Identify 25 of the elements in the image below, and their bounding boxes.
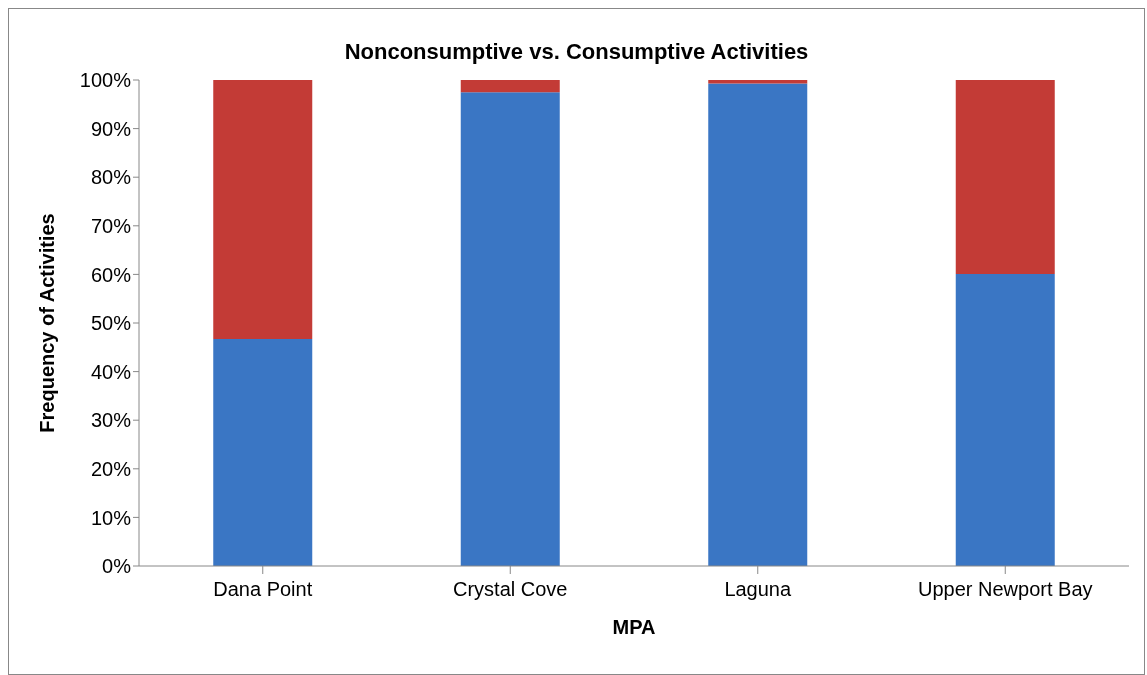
bar xyxy=(460,80,560,93)
x-tick-label: Dana Point xyxy=(213,578,313,601)
y-tick-label: 50% xyxy=(90,312,132,335)
bar xyxy=(955,80,1055,274)
y-tick-label: 90% xyxy=(90,117,132,140)
x-tick-label: Crystal Cove xyxy=(453,578,568,601)
bar xyxy=(708,83,808,566)
bar xyxy=(460,92,560,566)
x-tick-label: Upper Newport Bay xyxy=(917,578,1093,601)
y-tick-label: 70% xyxy=(90,214,132,237)
x-axis-title: MPA xyxy=(612,616,656,638)
y-tick-label: 30% xyxy=(90,409,132,432)
bar xyxy=(955,273,1055,566)
y-axis-title: Frequency of Activities xyxy=(36,213,59,433)
bar xyxy=(213,80,313,340)
y-tick-label: 0% xyxy=(102,555,132,578)
y-tick-label: 10% xyxy=(90,506,132,529)
y-tick-label: 20% xyxy=(90,457,132,480)
bar xyxy=(213,339,313,566)
y-tick-label: 80% xyxy=(90,166,132,189)
y-tick-label: 100% xyxy=(79,69,132,92)
chart-title: Nonconsumptive vs. Consumptive Activities xyxy=(343,39,810,66)
x-tick-label: Laguna xyxy=(724,578,792,601)
y-tick-label: 40% xyxy=(90,360,132,383)
y-tick-label: 60% xyxy=(90,263,132,286)
